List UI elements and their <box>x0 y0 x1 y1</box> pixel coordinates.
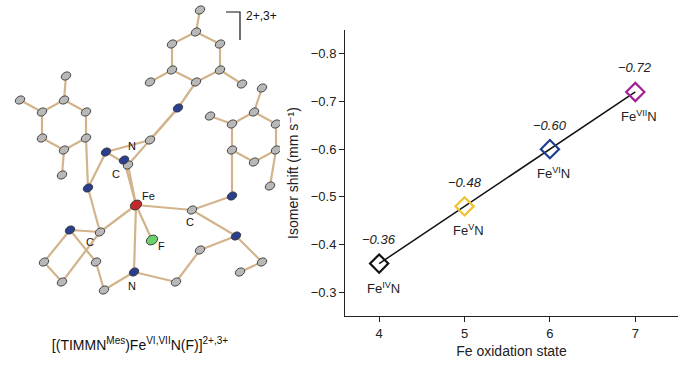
svg-text:−0.5: −0.5 <box>311 189 337 204</box>
svg-text:−0.8: −0.8 <box>311 46 337 61</box>
svg-text:−0.3: −0.3 <box>311 285 337 300</box>
svg-text:F: F <box>158 240 165 252</box>
svg-text:−0.48: −0.48 <box>448 175 482 190</box>
svg-text:Fe oxidation state: Fe oxidation state <box>456 343 567 359</box>
svg-text:[(TIMMNMes)FeVI,VIIN(F)]2+,3+: [(TIMMNMes)FeVI,VIIN(F)]2+,3+ <box>52 335 228 353</box>
svg-text:−0.6: −0.6 <box>311 142 337 157</box>
svg-text:Fe​V​N: Fe​V​N <box>453 222 484 238</box>
svg-text:Fe​VI​N: Fe​VI​N <box>537 165 570 181</box>
svg-text:Fe: Fe <box>142 190 155 202</box>
svg-text:−0.60: −0.60 <box>533 118 567 133</box>
svg-text:C: C <box>112 168 120 180</box>
svg-text:C: C <box>86 236 94 248</box>
svg-text:7: 7 <box>632 326 639 341</box>
svg-text:N: N <box>128 140 136 152</box>
svg-text:−0.36: −0.36 <box>362 232 396 247</box>
svg-text:N: N <box>128 280 136 292</box>
svg-text:4: 4 <box>376 326 383 341</box>
svg-text:−0.4: −0.4 <box>311 237 337 252</box>
svg-text:−0.7: −0.7 <box>311 94 337 109</box>
svg-text:C: C <box>186 216 194 228</box>
svg-text:Isomer shift (mm s⁻¹): Isomer shift (mm s⁻¹) <box>285 107 301 239</box>
svg-text:2+,3+: 2+,3+ <box>246 9 277 23</box>
svg-text:5: 5 <box>461 326 468 341</box>
svg-text:−0.72: −0.72 <box>618 60 652 75</box>
svg-text:6: 6 <box>546 326 553 341</box>
svg-text:Fe​IV​N: Fe​IV​N <box>367 280 400 296</box>
svg-text:Fe​VII​N: Fe​VII​N <box>621 108 657 124</box>
